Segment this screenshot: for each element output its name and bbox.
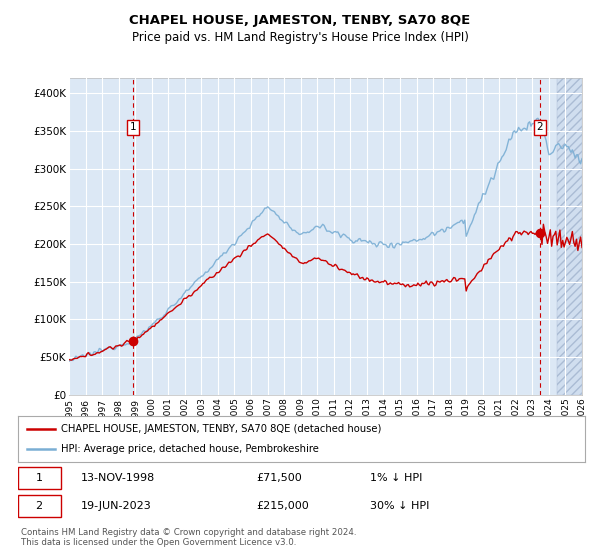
Text: 19-JUN-2023: 19-JUN-2023	[80, 501, 151, 511]
Text: 13-NOV-1998: 13-NOV-1998	[80, 473, 155, 483]
Text: £215,000: £215,000	[256, 501, 309, 511]
Text: 30% ↓ HPI: 30% ↓ HPI	[370, 501, 429, 511]
Text: 2: 2	[35, 501, 43, 511]
FancyBboxPatch shape	[18, 494, 61, 517]
Text: 1: 1	[130, 123, 136, 132]
Text: HPI: Average price, detached house, Pembrokeshire: HPI: Average price, detached house, Pemb…	[61, 444, 319, 454]
Text: Price paid vs. HM Land Registry's House Price Index (HPI): Price paid vs. HM Land Registry's House …	[131, 31, 469, 44]
Text: 1: 1	[35, 473, 43, 483]
Text: 2: 2	[536, 123, 543, 132]
FancyBboxPatch shape	[18, 466, 61, 489]
Text: 1% ↓ HPI: 1% ↓ HPI	[370, 473, 422, 483]
Text: Contains HM Land Registry data © Crown copyright and database right 2024.
This d: Contains HM Land Registry data © Crown c…	[21, 528, 356, 547]
Text: £71,500: £71,500	[256, 473, 302, 483]
Text: CHAPEL HOUSE, JAMESTON, TENBY, SA70 8QE (detached house): CHAPEL HOUSE, JAMESTON, TENBY, SA70 8QE …	[61, 424, 381, 434]
Text: CHAPEL HOUSE, JAMESTON, TENBY, SA70 8QE: CHAPEL HOUSE, JAMESTON, TENBY, SA70 8QE	[130, 14, 470, 27]
